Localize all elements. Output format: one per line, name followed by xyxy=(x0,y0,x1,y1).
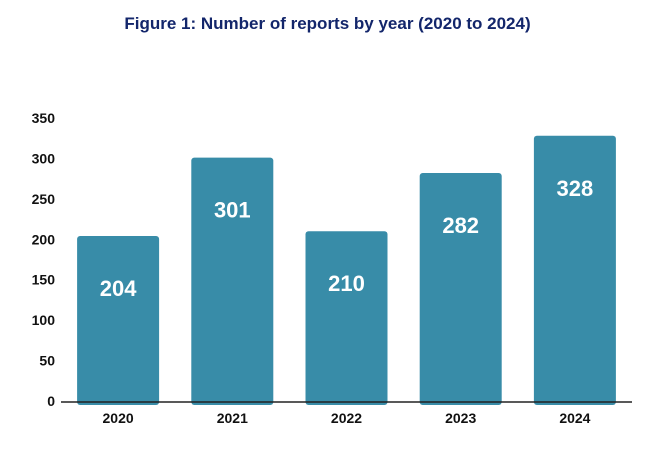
x-axis-labels: 2020 2021 2022 2023 2024 xyxy=(103,410,591,426)
y-tick-label: 250 xyxy=(32,191,56,207)
y-tick-label: 200 xyxy=(32,231,56,247)
data-labels: 204 301 210 282 328 xyxy=(100,176,594,301)
x-tick-label: 2024 xyxy=(559,410,590,426)
data-label: 210 xyxy=(328,271,365,296)
y-tick-label: 350 xyxy=(32,110,56,126)
bar-2022 xyxy=(305,231,388,405)
y-tick-label: 300 xyxy=(32,150,56,166)
data-label: 282 xyxy=(442,213,479,238)
bar-2024 xyxy=(533,135,616,405)
data-label: 328 xyxy=(557,176,594,201)
y-tick-label: 0 xyxy=(47,393,55,409)
y-tick-label: 100 xyxy=(32,312,56,328)
bar-2021 xyxy=(191,157,274,405)
x-tick-label: 2021 xyxy=(217,410,248,426)
bar-2020 xyxy=(77,236,160,405)
data-label: 204 xyxy=(100,276,137,301)
chart-title: Figure 1: Number of reports by year (202… xyxy=(124,14,531,33)
x-tick-label: 2023 xyxy=(445,410,476,426)
y-tick-label: 50 xyxy=(39,353,55,369)
x-tick-label: 2022 xyxy=(331,410,362,426)
y-tick-label: 150 xyxy=(32,272,56,288)
x-tick-label: 2020 xyxy=(103,410,134,426)
bars xyxy=(77,135,616,405)
data-label: 301 xyxy=(214,198,251,223)
y-axis-ticks: 0 50 100 150 200 250 300 350 xyxy=(32,110,56,409)
bar-2023 xyxy=(419,172,502,405)
